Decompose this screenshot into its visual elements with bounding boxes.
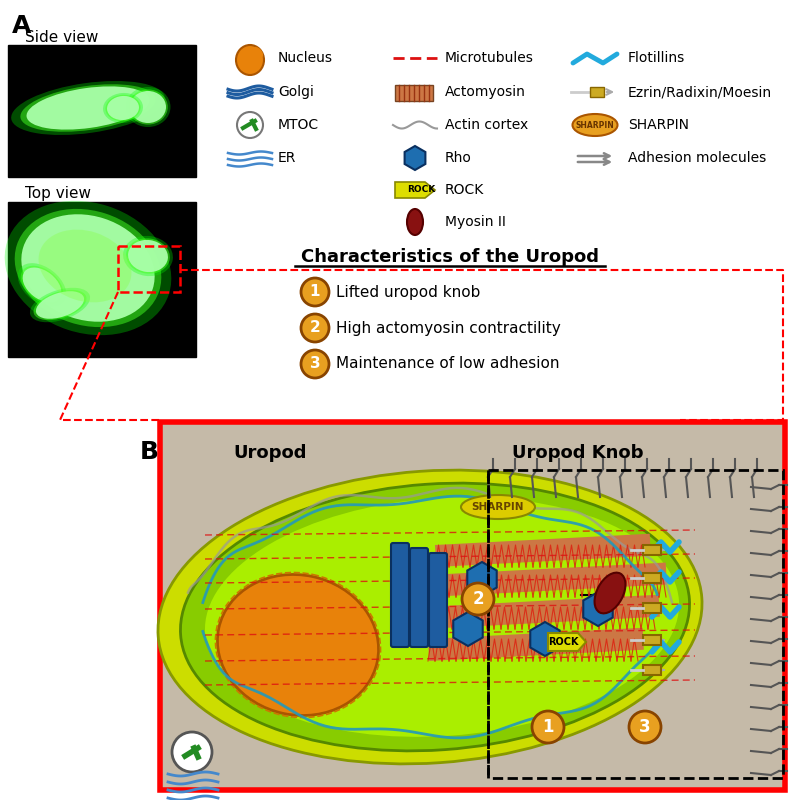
Ellipse shape [595,573,626,614]
Ellipse shape [17,263,66,307]
Bar [590,87,604,97]
Circle shape [172,732,212,772]
Polygon shape [395,182,435,198]
Ellipse shape [128,240,168,272]
Text: Side view: Side view [25,30,99,45]
Text: Adhesion molecules: Adhesion molecules [628,151,766,165]
Bar [8,45,196,177]
Ellipse shape [103,93,143,123]
Text: Flotillins: Flotillins [628,51,685,65]
Ellipse shape [126,238,170,274]
Bar [435,534,651,567]
Ellipse shape [205,497,679,737]
Ellipse shape [36,291,84,318]
Bar [8,202,196,357]
Text: 2: 2 [472,590,484,608]
Text: Uropod Knob: Uropod Knob [512,444,644,462]
Text: SHARPIN: SHARPIN [576,121,615,130]
Ellipse shape [128,90,168,125]
Ellipse shape [107,96,139,120]
Text: Characteristics of the Uropod: Characteristics of the Uropod [301,248,599,266]
Text: High actomyosin contractility: High actomyosin contractility [336,321,560,335]
Bar [395,85,433,101]
Text: ROCK: ROCK [445,183,484,197]
FancyBboxPatch shape [410,548,428,647]
Text: 1: 1 [310,285,320,299]
Ellipse shape [407,209,423,235]
Ellipse shape [106,94,141,122]
Ellipse shape [461,495,535,519]
Circle shape [237,112,263,138]
Ellipse shape [21,266,64,304]
Ellipse shape [126,87,170,127]
Ellipse shape [21,214,155,322]
Text: SHARPIN: SHARPIN [471,502,524,512]
Ellipse shape [14,209,161,327]
Bar [643,635,661,645]
FancyBboxPatch shape [429,553,447,647]
Text: MTOC: MTOC [278,118,319,132]
Ellipse shape [26,86,149,130]
Text: 3: 3 [310,357,320,371]
Text: 2: 2 [309,321,320,335]
Text: Uropod: Uropod [233,444,307,462]
Ellipse shape [38,230,131,302]
Text: Maintenance of low adhesion: Maintenance of low adhesion [336,357,560,371]
Ellipse shape [158,470,702,764]
Text: ROCK: ROCK [548,637,578,647]
Ellipse shape [123,236,173,276]
Bar [643,665,661,675]
Bar [643,603,661,613]
Ellipse shape [130,91,166,123]
Ellipse shape [33,290,87,320]
Bar [488,470,783,778]
Bar [424,594,660,629]
Bar [428,562,667,597]
Circle shape [301,278,329,306]
Ellipse shape [21,84,156,132]
Ellipse shape [251,47,263,59]
Text: ER: ER [278,151,297,165]
Circle shape [532,711,564,743]
Text: Rho: Rho [445,151,472,165]
Text: Nucleus: Nucleus [278,51,333,65]
Ellipse shape [5,201,171,335]
Circle shape [301,350,329,378]
Text: Lifted uropod knob: Lifted uropod knob [336,285,480,299]
Polygon shape [548,633,586,651]
Text: ROCK: ROCK [407,186,435,194]
Ellipse shape [180,483,689,751]
Bar [643,545,661,555]
Ellipse shape [236,45,264,75]
Bar [160,422,785,790]
Ellipse shape [30,288,90,322]
Circle shape [301,314,329,342]
Ellipse shape [218,574,378,715]
Text: Top view: Top view [25,186,91,201]
Text: Myosin II: Myosin II [445,215,506,229]
Text: SHARPIN: SHARPIN [628,118,689,132]
Text: Ezrin/Radixin/Moesin: Ezrin/Radixin/Moesin [628,85,772,99]
Text: Actomyosin: Actomyosin [445,85,525,99]
Text: Golgi: Golgi [278,85,314,99]
Bar [643,573,661,583]
Text: Actin cortex: Actin cortex [445,118,528,132]
Text: 1: 1 [542,718,554,736]
Ellipse shape [11,81,165,135]
Text: 3: 3 [639,718,651,736]
FancyBboxPatch shape [391,543,409,647]
Circle shape [462,583,494,615]
Ellipse shape [22,267,61,302]
Text: Microtubules: Microtubules [445,51,534,65]
Circle shape [629,711,661,743]
Text: B: B [140,440,159,464]
Text: A: A [12,14,31,38]
Ellipse shape [572,114,618,136]
Bar [428,628,644,661]
Bar [118,246,180,292]
